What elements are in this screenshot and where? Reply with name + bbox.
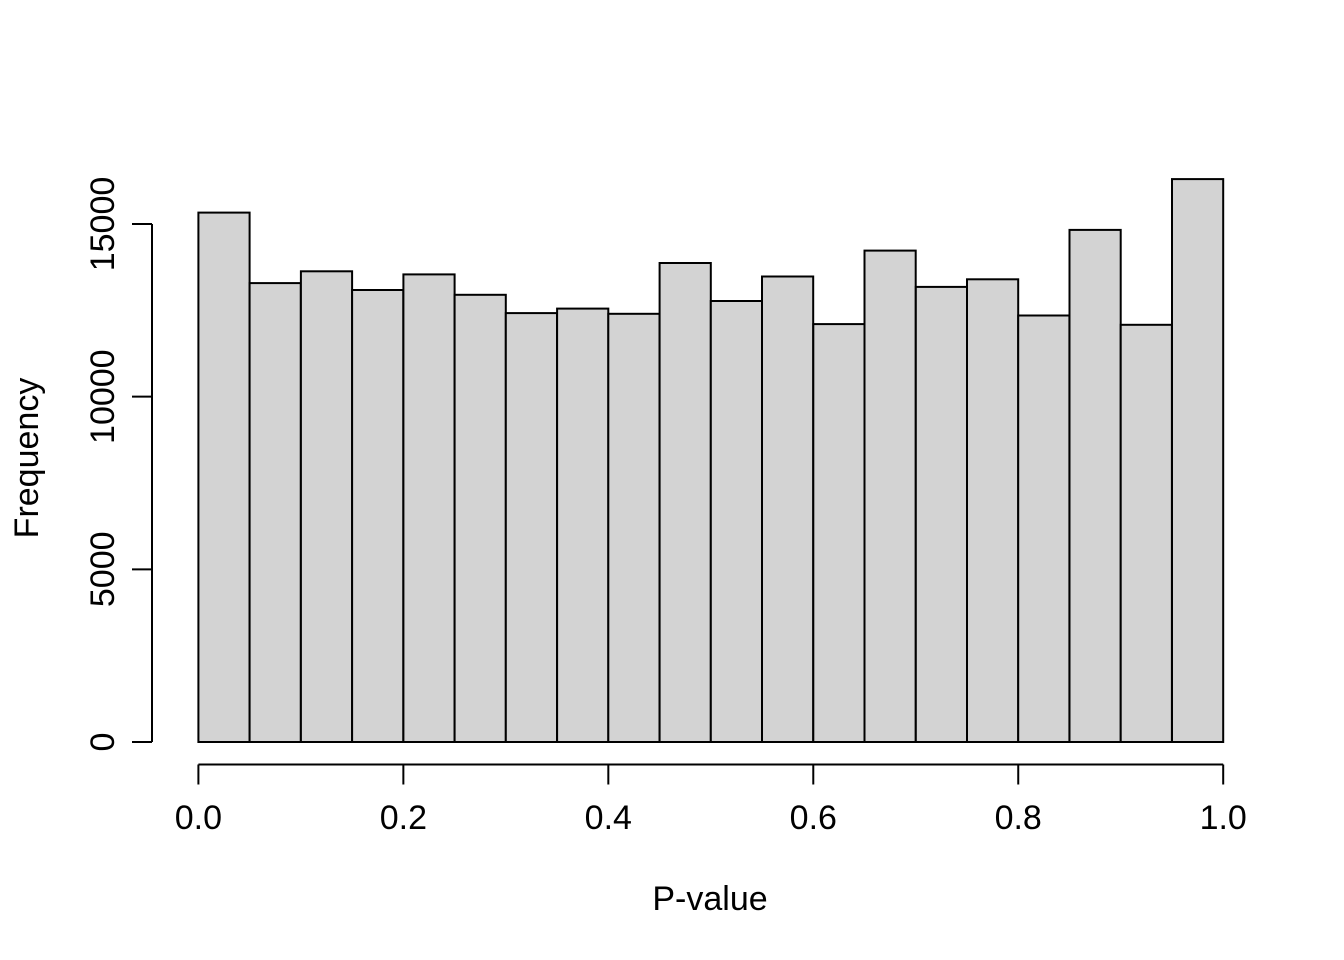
x-tick-label: 0.8 [995,799,1042,837]
axes-group [132,223,1225,785]
histogram-bar [607,312,661,743]
histogram-bar [1017,314,1071,743]
y-axis-title: Frequency [8,378,46,539]
x-tick-label: 0.2 [380,799,427,837]
histogram-bar [556,307,610,743]
histogram-bar [402,273,456,743]
histogram-bar [248,282,302,743]
y-tick-label: 10000 [84,349,122,444]
histogram-bar [812,323,866,743]
histogram-bar [914,285,968,743]
y-tick-label: 0 [84,733,122,752]
x-tick-label: 0.0 [175,799,222,837]
histogram-bar [1119,323,1173,743]
histogram-bar [761,275,815,743]
x-tick-label: 1.0 [1200,799,1247,837]
bars-group [197,178,1225,744]
histogram-bar [966,278,1020,743]
histogram-bar [1068,228,1122,743]
histogram-bar [863,249,917,743]
histogram-bar [1171,178,1225,744]
histogram-bar [658,262,712,743]
histogram-bar [299,270,354,743]
x-tick-label: 0.4 [585,799,632,837]
histogram-bar [351,289,405,743]
histogram-bar [453,293,507,743]
x-tick-label: 0.6 [790,799,837,837]
y-tick-label: 5000 [84,531,122,607]
histogram-bar [197,211,251,744]
y-tick-label: 15000 [84,177,122,272]
histogram-bar [504,312,558,743]
x-axis-title: P-value [652,880,767,918]
tick-labels-group: 0 5000 10000 15000 0.0 0.2 0.4 0.6 0.8 1.0 [84,177,1247,837]
histogram-bar [709,300,763,743]
